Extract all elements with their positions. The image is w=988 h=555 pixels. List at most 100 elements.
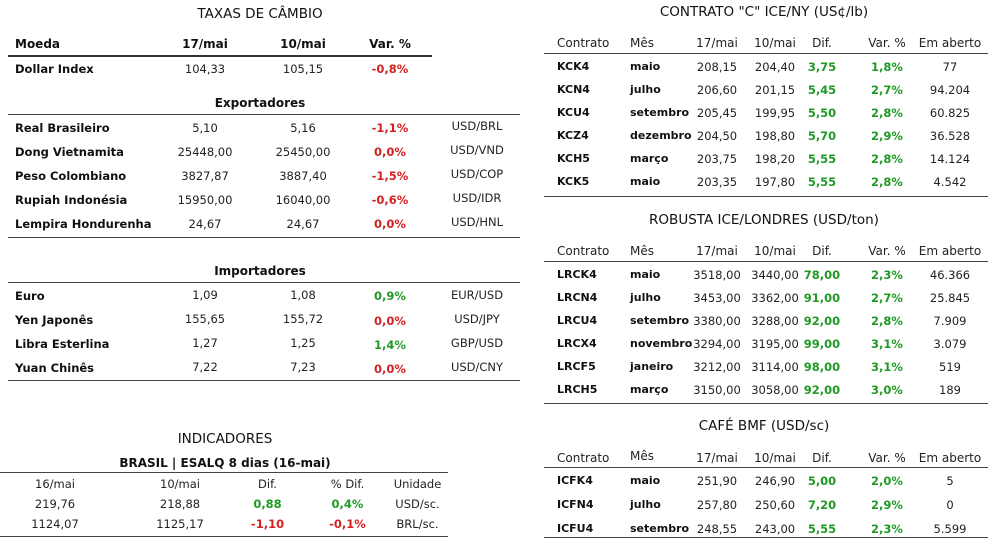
ice-ny-row1-d1: 206,60 xyxy=(696,83,738,97)
bmf-row0-oi: 5 xyxy=(946,474,954,488)
robusta-header-d2: 10/mai xyxy=(754,244,796,258)
ice-ny-row4-dif: 5,55 xyxy=(807,152,837,166)
robusta-row0-dif: 78,00 xyxy=(803,268,841,282)
fx-exp-pair-3: USD/IDR xyxy=(452,191,502,205)
robusta-header-rule xyxy=(544,261,988,262)
robusta-row5-dif: 92,00 xyxy=(803,383,841,397)
bmf-bottom-rule xyxy=(544,537,988,538)
robusta-row5-c: LRCH5 xyxy=(557,383,598,396)
ice-ny-row3-d1: 204,50 xyxy=(696,129,738,143)
bmf-row2-c: ICFU4 xyxy=(557,522,594,535)
ice-ny-row5-dif: 5,55 xyxy=(807,175,837,189)
ice-ny-row1-d2: 201,15 xyxy=(754,83,796,97)
ice-ny-row0-m: maio xyxy=(630,60,661,73)
fx-exp-d1-4: 24,67 xyxy=(188,217,222,231)
fx-exp-name-2: Peso Colombiano xyxy=(15,169,127,183)
fx-imp-var-3: 0,0% xyxy=(374,362,406,376)
bmf-row2-var: 2,3% xyxy=(871,522,903,536)
fx-exp-pair-4: USD/HNL xyxy=(450,215,504,229)
bmf-row1-dif: 7,20 xyxy=(807,498,837,512)
fx-exp-d1-2: 3827,87 xyxy=(181,169,229,183)
fx-exp-var-1: 0,0% xyxy=(374,145,406,159)
fx-imp-name-1: Yen Japonês xyxy=(15,313,94,327)
ice-ny-row3-d2: 198,80 xyxy=(754,129,796,143)
robusta-row2-oi: 7.909 xyxy=(933,314,967,328)
bmf-header-oi: Em aberto xyxy=(918,451,982,465)
fx-exp-d1-0: 5,10 xyxy=(192,121,218,135)
bmf-header-mes: Mês xyxy=(630,449,654,463)
bmf-row2-dif: 5,55 xyxy=(807,522,837,536)
robusta-row5-oi: 189 xyxy=(939,383,961,397)
robusta-row2-c: LRCU4 xyxy=(557,314,598,327)
robusta-row1-dif: 91,00 xyxy=(803,291,841,305)
robusta-row2-dif: 92,00 xyxy=(803,314,841,328)
indicators-header-d1: 16/mai xyxy=(35,477,75,491)
indicators-header-dif: Dif. xyxy=(258,477,277,491)
robusta-row1-var: 2,7% xyxy=(871,291,903,305)
ice-ny-bottom-rule xyxy=(544,196,988,197)
ice-ny-row2-dif: 5,50 xyxy=(807,106,837,120)
fx-imp-d1-0: 1,09 xyxy=(192,288,218,302)
bmf-row0-dif: 5,00 xyxy=(807,474,837,488)
robusta-title: ROBUSTA ICE/LONDRES (USD/ton) xyxy=(649,212,879,228)
fx-header-d1: 17/mai xyxy=(182,37,228,51)
robusta-row2-m: setembro xyxy=(630,314,690,327)
ice-ny-row2-var: 2,8% xyxy=(871,106,903,120)
fx-imp-name-2: Libra Esterlina xyxy=(15,337,110,351)
fx-imp-d2-1: 155,72 xyxy=(282,312,324,326)
ice-ny-row5-d1: 203,35 xyxy=(696,175,738,189)
robusta-row1-d1: 3453,00 xyxy=(693,291,741,305)
robusta-row3-oi: 3.079 xyxy=(933,337,967,351)
bmf-row0-d1: 251,90 xyxy=(696,474,738,488)
bmf-title: CAFÉ BMF (USD/sc) xyxy=(698,418,830,434)
bmf-row0-m: maio xyxy=(630,474,661,487)
bmf-row1-c: ICFN4 xyxy=(557,498,594,511)
bmf-row2-oi: 5.599 xyxy=(933,522,967,536)
robusta-row4-c: LRCF5 xyxy=(557,360,596,373)
fx-imp-d2-0: 1,08 xyxy=(290,288,316,302)
robusta-header-oi: Em aberto xyxy=(918,244,982,258)
fx-imp-pair-0: EUR/USD xyxy=(450,288,504,302)
fx-title: TAXAS DE CÂMBIO xyxy=(197,6,323,22)
bmf-row2-d2: 243,00 xyxy=(754,522,796,536)
indicators-row0-d2: 218,88 xyxy=(159,497,201,511)
robusta-row4-var: 3,1% xyxy=(871,360,903,374)
fx-dollar-var: -0,8% xyxy=(371,62,409,76)
bmf-row1-d1: 257,80 xyxy=(696,498,738,512)
indicators-row1-d2: 1125,17 xyxy=(156,517,204,531)
indicators-subtitle: BRASIL | ESALQ 8 dias (16-mai) xyxy=(119,456,331,470)
fx-exp-name-4: Lempira Hondurenha xyxy=(15,217,152,231)
indicators-row1-unit: BRL/sc. xyxy=(396,517,439,531)
ice-ny-row0-d1: 208,15 xyxy=(696,60,738,74)
indicators-row1-pct: -0,1% xyxy=(329,517,366,531)
fx-exp-d2-0: 5,16 xyxy=(290,121,316,135)
bmf-row1-var: 2,9% xyxy=(871,498,903,512)
ice-ny-row4-oi: 14.124 xyxy=(929,152,971,166)
ice-ny-row3-m: dezembro xyxy=(630,129,692,142)
ice-ny-row1-oi: 94.204 xyxy=(929,83,971,97)
fx-dollar-d2: 105,15 xyxy=(282,62,324,76)
ice-ny-header-rule xyxy=(544,53,988,54)
robusta-row0-c: LRCK4 xyxy=(557,268,597,281)
ice-ny-header-contrato: Contrato xyxy=(557,36,610,50)
ice-ny-row3-var: 2,9% xyxy=(871,129,903,143)
bmf-header-dif: Dif. xyxy=(812,451,832,465)
robusta-row0-var: 2,3% xyxy=(871,268,903,282)
fx-imp-d2-2: 1,25 xyxy=(290,336,316,350)
indicators-row1-dif: -1,10 xyxy=(250,517,285,531)
ice-ny-row2-d1: 205,45 xyxy=(696,106,738,120)
robusta-row0-d1: 3518,00 xyxy=(693,268,741,282)
fx-imp-d2-3: 7,23 xyxy=(290,360,316,374)
robusta-row3-d1: 3294,00 xyxy=(693,337,741,351)
robusta-row3-c: LRCX4 xyxy=(557,337,597,350)
ice-ny-row5-var: 2,8% xyxy=(871,175,903,189)
robusta-header-dif: Dif. xyxy=(812,244,832,258)
robusta-row1-oi: 25.845 xyxy=(929,291,971,305)
fx-exp-var-0: -1,1% xyxy=(371,121,409,135)
fx-exp-d2-3: 16040,00 xyxy=(275,193,331,207)
ice-ny-row5-m: maio xyxy=(630,175,661,188)
fx-dollar-d1: 104,33 xyxy=(184,62,226,76)
fx-exp-pair-2: USD/COP xyxy=(450,167,504,181)
fx-exporters-bottom-rule xyxy=(8,237,520,238)
fx-header-var: Var. % xyxy=(369,37,411,51)
